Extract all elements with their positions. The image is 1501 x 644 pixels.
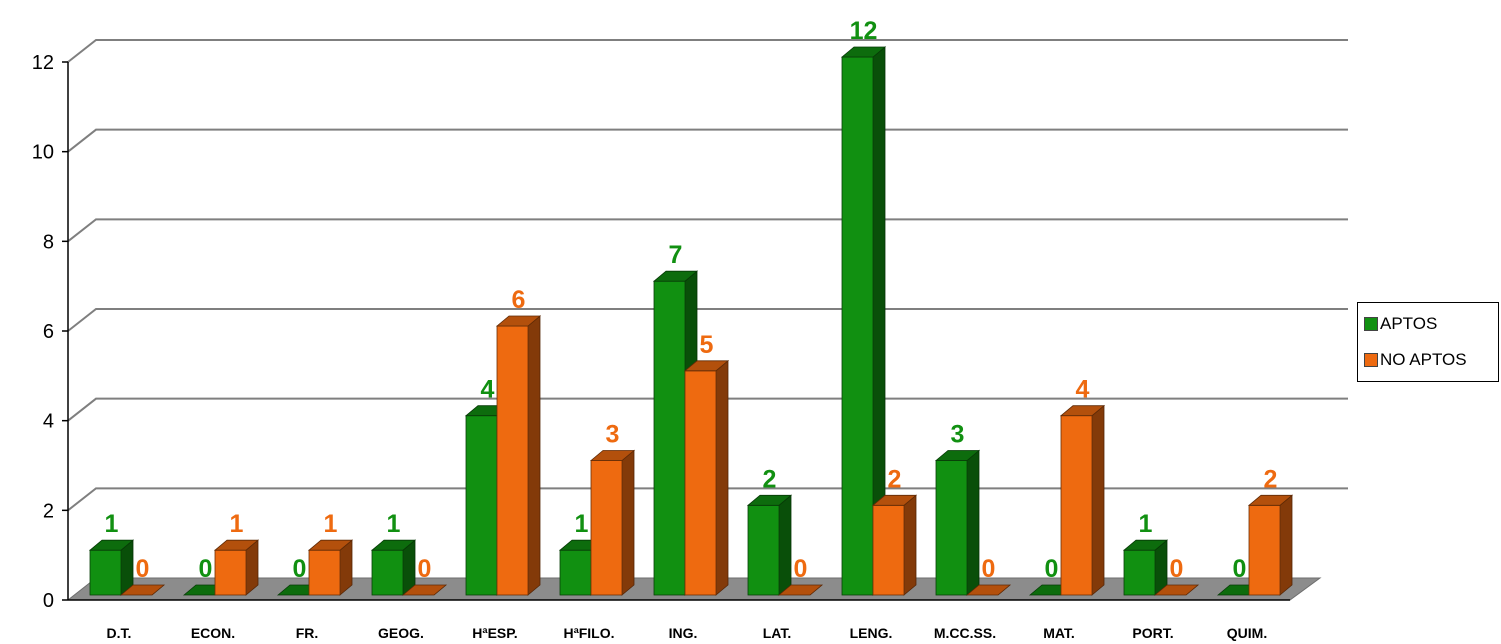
data-label-no-aptos-0: 0 [136, 555, 150, 583]
legend-label-aptos: APTOS [1380, 314, 1438, 333]
x-tick-label: QUIM. [1227, 625, 1267, 641]
bar-no-aptos-5 [589, 449, 636, 596]
bar-no-aptos-7 [777, 584, 824, 596]
data-label-aptos-0: 1 [105, 510, 119, 538]
data-label-no-aptos-11: 0 [1170, 555, 1184, 583]
y-tick-label: 2 [43, 500, 54, 522]
data-label-no-aptos-9: 0 [982, 555, 996, 583]
bar-no-aptos-8 [871, 494, 918, 596]
y-tick-label: 12 [32, 52, 54, 74]
x-tick-label: HªESP. [472, 625, 517, 641]
data-label-aptos-6: 7 [669, 241, 683, 269]
legend-swatch-aptos [1364, 317, 1378, 331]
legend-swatch-no-aptos [1364, 353, 1378, 367]
x-tick-label: MAT. [1043, 625, 1075, 641]
data-label-no-aptos-2: 1 [324, 510, 338, 538]
x-tick-label: ECON. [191, 625, 235, 641]
bars [88, 46, 1294, 596]
x-tick-label: D.T. [107, 625, 132, 641]
legend-item-no-aptos: NO APTOS [1364, 349, 1467, 371]
data-label-no-aptos-8: 2 [888, 465, 902, 493]
y-axis: 0 2 4 6 8 10 12 [32, 52, 69, 612]
gridline [67, 397, 1348, 422]
data-label-aptos-11: 1 [1139, 510, 1153, 538]
x-tick-label: LENG. [850, 625, 893, 641]
bar-no-aptos-1 [213, 539, 260, 596]
gridline [67, 218, 1348, 243]
bar-aptos-7 [746, 494, 793, 596]
bar-aptos-11 [1122, 539, 1169, 596]
bar-no-aptos-2 [307, 539, 354, 596]
bar-no-aptos-4 [495, 315, 542, 596]
x-tick-label: HªFILO. [563, 625, 614, 641]
bar-no-aptos-9 [965, 584, 1012, 596]
data-label-aptos-4: 4 [481, 376, 495, 404]
data-label-no-aptos-7: 0 [794, 555, 808, 583]
bar-aptos-9 [934, 449, 981, 596]
data-label-no-aptos-10: 4 [1076, 376, 1090, 404]
data-label-aptos-7: 2 [763, 465, 777, 493]
y-tick-label: 8 [43, 231, 54, 253]
gridline [67, 128, 1348, 153]
data-label-aptos-5: 1 [575, 510, 589, 538]
x-tick-label: M.CC.SS. [934, 625, 996, 641]
data-label-no-aptos-4: 6 [512, 286, 526, 314]
bar-no-aptos-0 [119, 584, 166, 596]
data-label-no-aptos-3: 0 [418, 555, 432, 583]
legend-label-no-aptos: NO APTOS [1380, 350, 1467, 369]
bar-aptos-8 [840, 46, 887, 596]
data-label-no-aptos-5: 3 [606, 421, 620, 449]
data-label-no-aptos-12: 2 [1264, 465, 1278, 493]
gridline [67, 487, 1348, 512]
bar-aptos-3 [370, 539, 417, 596]
bar-aptos-0 [88, 539, 135, 596]
x-tick-label: LAT. [763, 625, 792, 641]
y-tick-label: 10 [32, 142, 54, 164]
x-axis: D.T. ECON. FR. GEOG. HªESP. HªFILO. ING. LAT. LE… [107, 625, 1268, 641]
bar-no-aptos-10 [1059, 404, 1106, 596]
gridline [67, 308, 1348, 332]
data-label-aptos-8: 12 [850, 17, 878, 45]
gridlines [67, 39, 1348, 512]
x-tick-label: GEOG. [378, 625, 424, 641]
y-tick-label: 4 [43, 411, 54, 433]
bar-no-aptos-12 [1247, 494, 1294, 596]
bar-no-aptos-11 [1153, 584, 1200, 596]
data-label-aptos-12: 0 [1233, 555, 1247, 583]
x-tick-label: ING. [669, 625, 698, 641]
data-label-aptos-10: 0 [1045, 555, 1059, 583]
data-label-no-aptos-6: 5 [700, 331, 714, 359]
data-label-no-aptos-1: 1 [230, 510, 244, 538]
y-tick-label: 0 [43, 590, 54, 612]
legend: APTOS NO APTOS [1357, 302, 1499, 382]
x-tick-label: PORT. [1132, 625, 1173, 641]
y-tick-label: 6 [43, 321, 54, 343]
data-label-aptos-2: 0 [293, 555, 307, 583]
data-label-aptos-3: 1 [387, 510, 401, 538]
bar-no-aptos-3 [401, 584, 448, 596]
data-label-aptos-1: 0 [199, 555, 213, 583]
x-tick-label: FR. [296, 625, 319, 641]
gridline [67, 39, 1348, 63]
data-label-aptos-9: 3 [951, 421, 965, 449]
legend-item-aptos: APTOS [1364, 313, 1437, 335]
bar-no-aptos-6 [683, 359, 730, 596]
